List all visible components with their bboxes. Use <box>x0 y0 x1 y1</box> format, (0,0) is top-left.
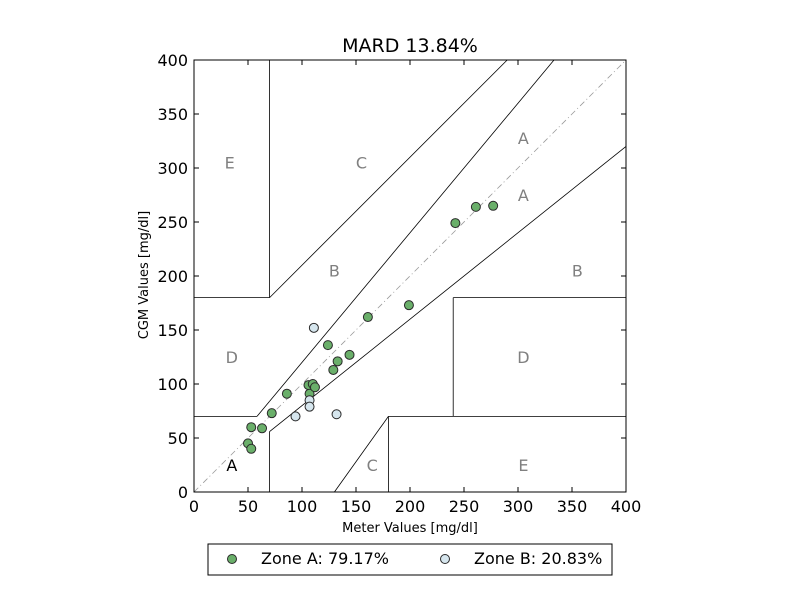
y-tick-label: 250 <box>157 213 188 232</box>
y-tick-label: 100 <box>157 375 188 394</box>
identity-line <box>193 59 627 493</box>
legend-label-zone-a: Zone A: 79.17% <box>261 549 389 568</box>
zone-label: B <box>572 262 583 281</box>
zone-label: C <box>356 154 367 173</box>
x-tick-label: 150 <box>341 497 372 516</box>
data-point-zone-b <box>290 411 301 422</box>
y-tick-label: 150 <box>157 321 188 340</box>
legend: Zone A: 79.17% Zone B: 20.83% <box>207 543 613 576</box>
data-point-zone-b <box>308 322 319 333</box>
data-point-zone-a <box>281 388 292 399</box>
zone-label: A <box>226 456 237 475</box>
x-tick-label: 100 <box>287 497 318 516</box>
x-tick-label: 0 <box>189 497 199 516</box>
legend-label-zone-b: Zone B: 20.83% <box>474 549 602 568</box>
data-point-zone-a <box>246 443 257 454</box>
x-tick-label: 350 <box>557 497 588 516</box>
data-point-zone-b <box>304 401 315 412</box>
zone-label: A <box>518 129 529 148</box>
data-point-zone-b <box>331 409 342 420</box>
zone-label: E <box>225 154 235 173</box>
data-point-zone-a <box>328 364 339 375</box>
x-tick-label: 200 <box>395 497 426 516</box>
data-point-zone-a <box>322 340 333 351</box>
x-tick-label: 250 <box>449 497 480 516</box>
zone-boundary-line <box>334 416 389 493</box>
data-point-zone-a <box>344 349 355 360</box>
y-tick-label: 350 <box>157 105 188 124</box>
data-point-zone-a <box>403 300 414 311</box>
y-tick-label: 200 <box>157 267 188 286</box>
y-tick-label: 0 <box>178 483 188 502</box>
legend-box <box>207 543 613 576</box>
y-tick-label: 300 <box>157 159 188 178</box>
y-axis-title: CGM Values [mg/dl] <box>137 211 152 339</box>
data-point-zone-a <box>488 200 499 211</box>
legend-marker-zone-b <box>440 554 450 564</box>
data-point-zone-a <box>257 423 268 434</box>
x-axis-title: Meter Values [mg/dl] <box>342 521 478 536</box>
data-point-zone-a <box>450 218 461 229</box>
legend-marker-zone-a <box>227 554 237 564</box>
zone-label: D <box>226 348 238 367</box>
data-point-zone-a <box>309 382 320 393</box>
zone-label: C <box>367 456 378 475</box>
data-point-zone-a <box>266 408 277 419</box>
data-point-zone-a <box>332 356 343 367</box>
zone-label: D <box>517 348 529 367</box>
x-tick-label: 300 <box>503 497 534 516</box>
plot-area: 0 50 100 150 200 250 300 350 400 0 50 100 150 200 250 3… <box>157 51 641 516</box>
zone-label: A <box>518 186 529 205</box>
zone-label: E <box>518 456 528 475</box>
x-tick-label: 50 <box>238 497 258 516</box>
zone-boundary-line <box>256 401 270 417</box>
data-point-zone-a <box>470 201 481 212</box>
chart-title: MARD 13.84% <box>342 35 478 57</box>
zone-label: B <box>329 262 340 281</box>
data-point-zone-a <box>362 312 373 323</box>
zone-boundary-line <box>269 146 627 432</box>
y-tick-label: 50 <box>168 429 188 448</box>
zone-boundary-line <box>269 59 555 402</box>
x-tick-label: 400 <box>611 497 642 516</box>
data-point-zone-a <box>246 422 257 433</box>
zone-boundary-line <box>269 59 508 298</box>
y-tick-label: 400 <box>157 51 188 70</box>
